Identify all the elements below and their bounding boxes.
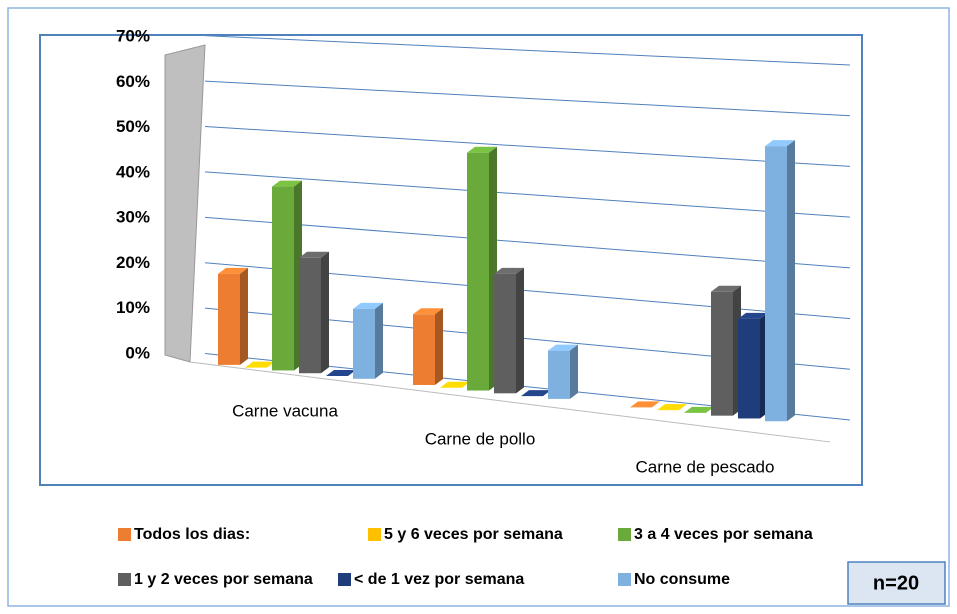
bar [467,152,489,391]
grid-line [204,35,851,66]
bar-top [413,308,443,315]
legend-label: 3 a 4 veces por semana [634,526,813,543]
bar-top [353,302,383,309]
bar-side [570,344,578,399]
y-tick-label: 20% [116,253,150,272]
bar-top [218,267,248,274]
legend-swatch [368,528,381,541]
bar [765,146,787,422]
bar-top [494,267,524,274]
y-tick-label: 50% [116,117,150,136]
x-tick-label: Carne de pescado [636,457,775,476]
bar-side [435,308,443,385]
y-tick-label: 0% [125,343,150,362]
bar [413,314,435,385]
legend-label: 1 y 2 veces por semana [134,571,313,588]
bar-side [516,267,524,394]
bar [738,318,760,419]
legend-label: < de 1 vez por semana [354,571,524,588]
legend-swatch [618,528,631,541]
bar-top [657,404,687,411]
y-tick-label: 10% [116,298,150,317]
bar-side [375,302,383,379]
bar-top [765,140,795,147]
bar-top [738,312,768,319]
bar-top [684,406,714,413]
legend-swatch [118,573,131,586]
x-tick-label: Carne de pollo [425,429,536,448]
bar [711,291,733,416]
grid-line [204,126,851,167]
legend-swatch [338,573,351,586]
bar-top [467,146,497,153]
y-tick-label: 30% [116,208,150,227]
bar [353,308,375,379]
note: n=20 [873,572,919,594]
bar [218,273,240,365]
grid-line [204,80,851,117]
grid-line [204,171,851,218]
bar [494,273,516,394]
bar-side [240,267,248,365]
bar [548,350,570,399]
bar-top [440,381,470,388]
x-tick-label: Carne vacuna [232,401,338,420]
note-box [847,561,946,605]
legend-label: No consume [634,571,730,588]
y-tick-label: 60% [116,72,150,91]
y-tick-label: 40% [116,162,150,181]
grid-line [204,216,851,269]
bar [299,257,321,374]
bar-top [630,401,660,408]
y-tick-label: 70% [116,26,150,45]
floor-line [189,361,831,443]
bar-top [299,251,329,258]
bar [272,186,294,371]
legend-label: Todos los dias: [134,526,250,543]
bar-top [548,344,578,351]
bar-side [321,251,329,374]
legend-label: 5 y 6 veces por semana [384,526,563,543]
bar-top [272,180,302,187]
bar-top [711,285,741,292]
bar-top [245,361,275,368]
legend-swatch [118,528,131,541]
legend-swatch [618,573,631,586]
bar-top [326,370,356,377]
bar-top [521,390,551,397]
bar-side [787,140,795,422]
